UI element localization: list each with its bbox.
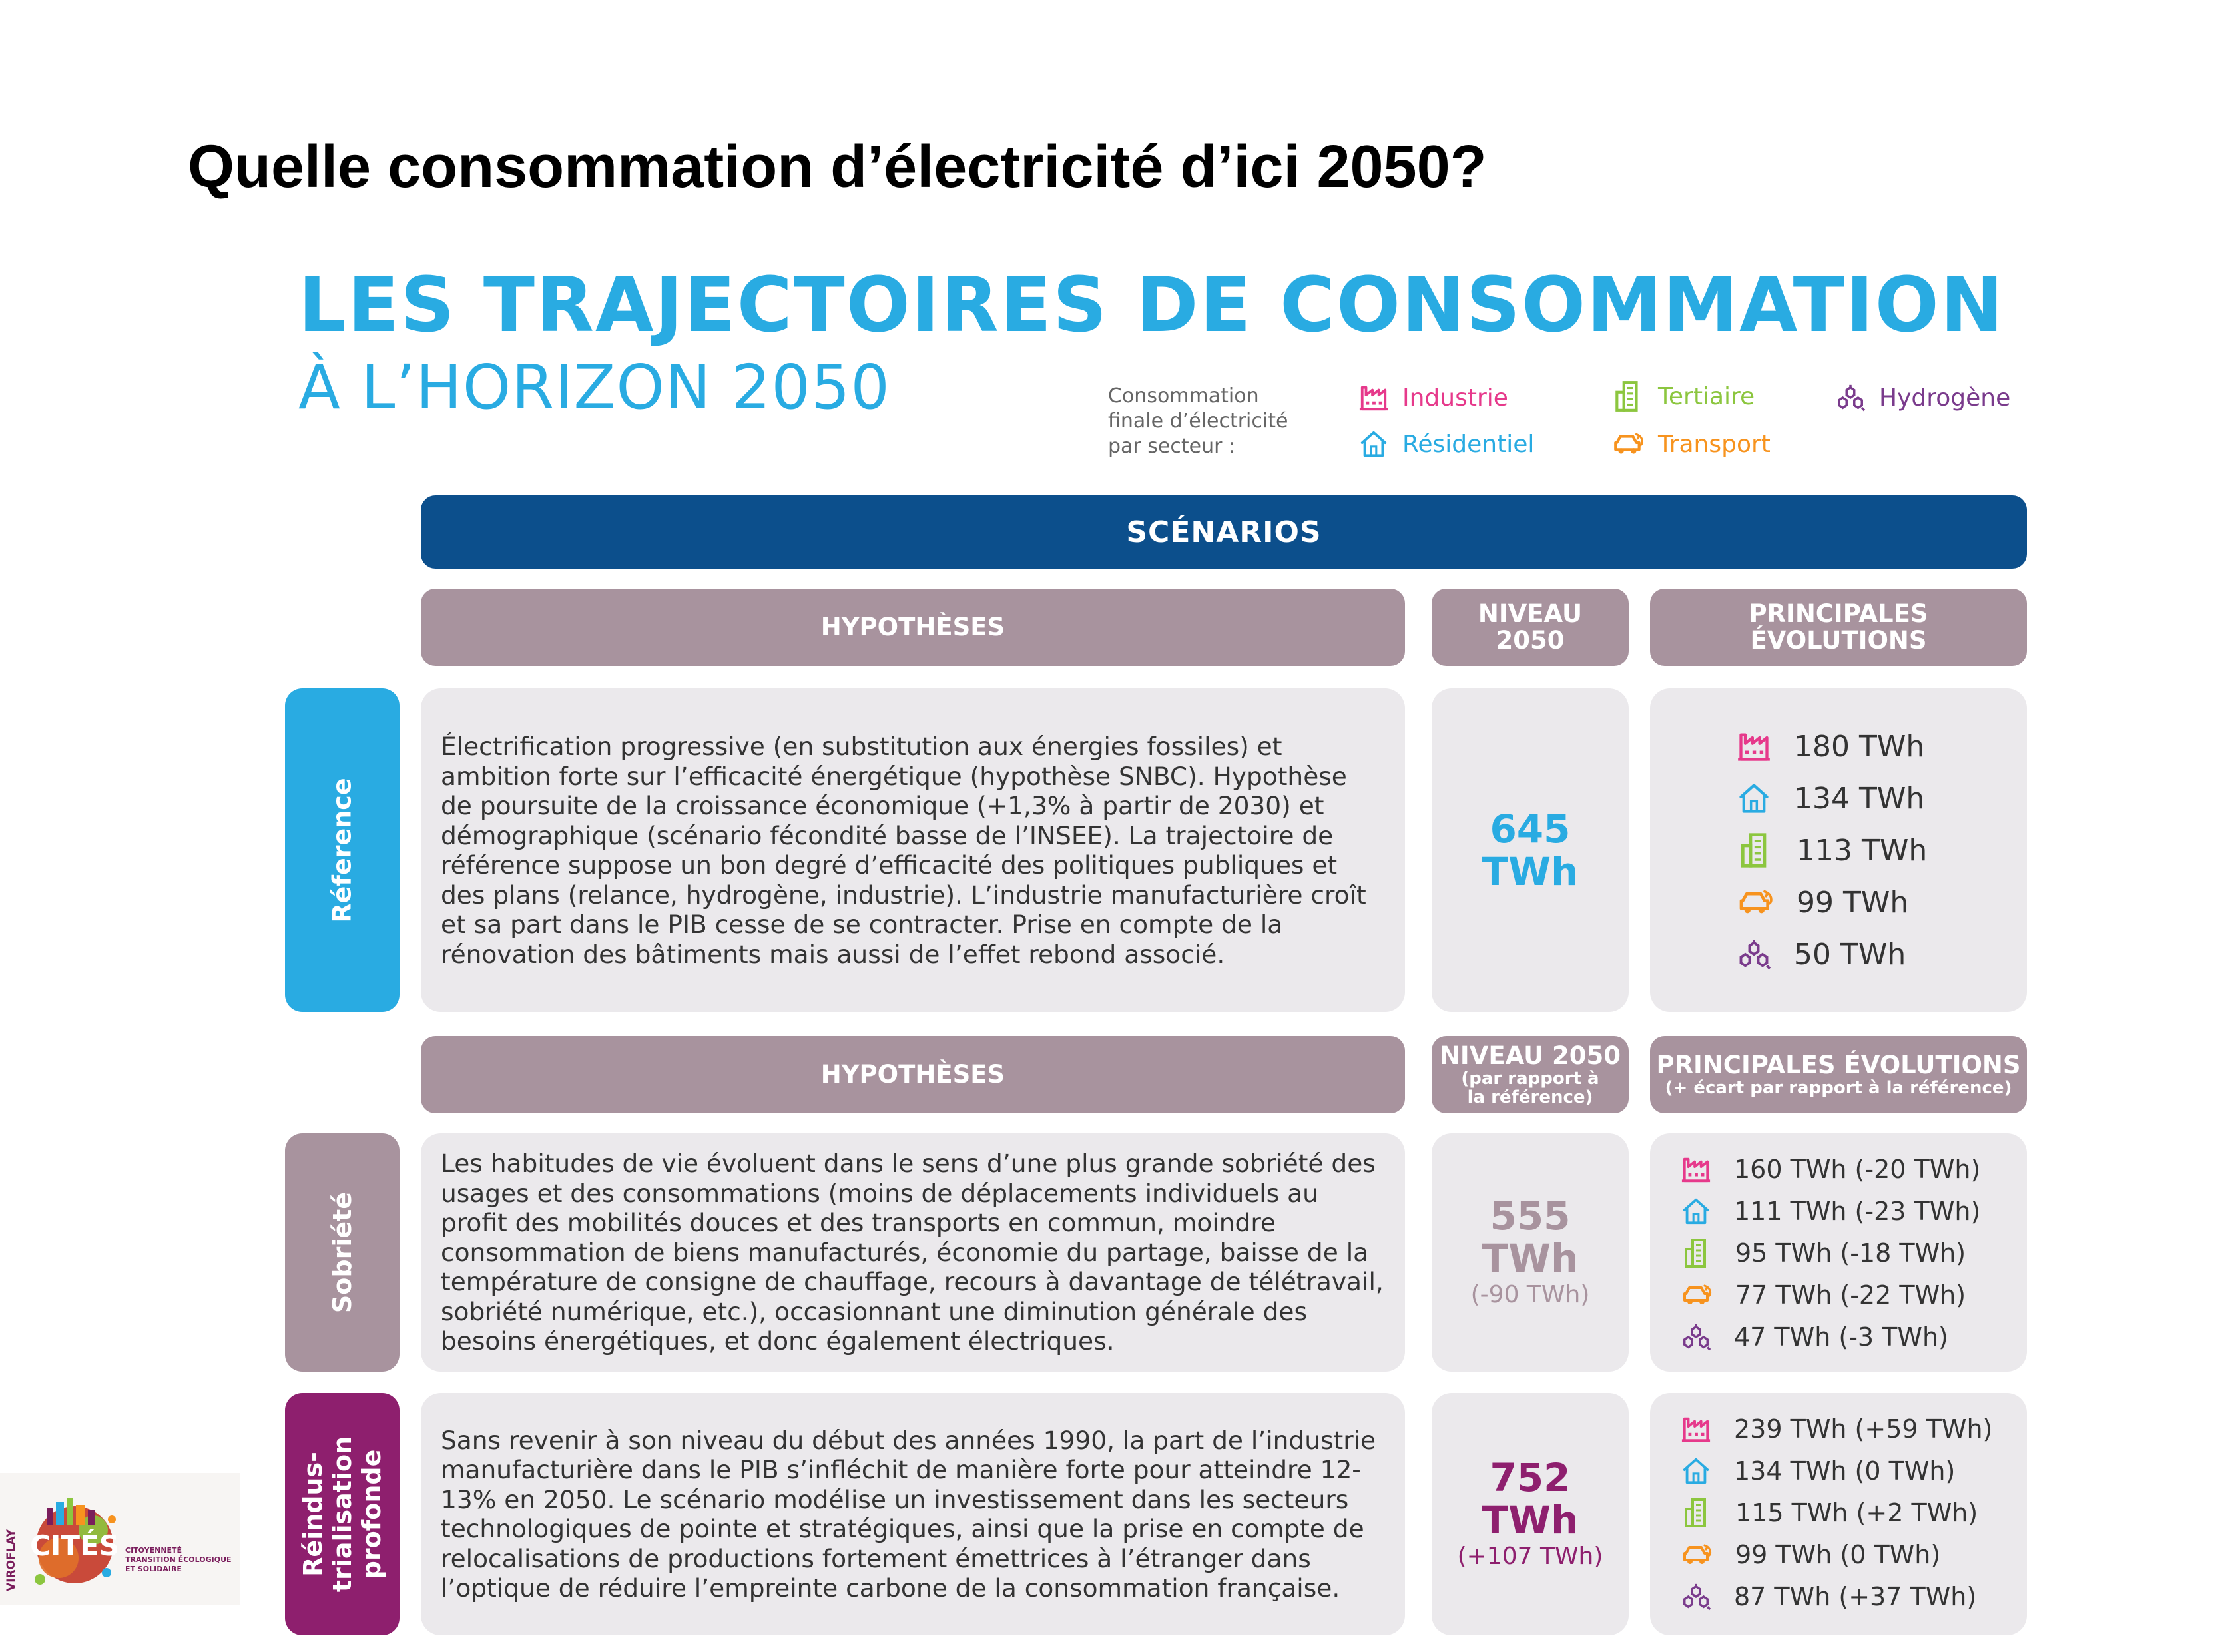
factory-icon [1681, 1414, 1711, 1444]
infographic-title: LES TRAJECTOIRES DE CONSOMMATION [298, 261, 2005, 349]
evolution-row-industrie: 239 TWh (+59 TWh) [1681, 1413, 1992, 1444]
evolution-row-industrie: 160 TWh (-20 TWh) [1681, 1153, 1980, 1185]
building-icon [1737, 832, 1774, 869]
hydrogen-molecule-icon [1681, 1581, 1711, 1612]
hypotheses-header-alt: HYPOTHÈSES [421, 1036, 1405, 1113]
evolutions-list: 160 TWh (-20 TWh) 111 TWh (-23 TWh) 95 T… [1681, 1153, 1980, 1352]
car-plug-icon [1681, 1279, 1713, 1311]
house-icon [1737, 781, 1771, 816]
legend-item-transport: Transport [1611, 427, 1771, 461]
evolution-row-hydrogene: 47 TWh (-3 TWh) [1681, 1321, 1980, 1352]
legend-item-residentiel: Résidentiel [1358, 429, 1534, 459]
house-icon [1358, 429, 1389, 459]
evolutions-card-reindustrialisation: 239 TWh (+59 TWh) 134 TWh (0 TWh) 115 TW… [1650, 1393, 2027, 1635]
evolution-row-transport: 99 TWh (0 TWh) [1681, 1539, 1992, 1570]
level-card-reference: 645 TWh [1432, 688, 1629, 1012]
hypothesis-card-reindustrialisation: Sans revenir à son niveau du début des a… [421, 1393, 1405, 1635]
factory-icon [1681, 1154, 1711, 1185]
hydrogen-molecule-icon [1737, 937, 1771, 971]
legend-item-industrie: Industrie [1358, 382, 1508, 413]
cites-logo-graphic: VIROFLAY CITÉS CITOYENNETÉ TRANSITION ÉC… [5, 1498, 232, 1591]
evolution-row-tertiaire: 113 TWh [1737, 832, 1927, 868]
evolution-row-residentiel: 134 TWh [1737, 780, 1927, 816]
hypothesis-text: Les habitudes de vie évoluent dans le se… [441, 1149, 1384, 1356]
evolution-row-transport: 99 TWh [1737, 884, 1927, 920]
scenario-label-reference: Réference [285, 688, 400, 1012]
level-2050-header: NIVEAU 2050 [1432, 589, 1629, 666]
evolution-row-tertiaire: 115 TWh (+2 TWh) [1681, 1497, 1992, 1528]
level-delta: (+107 TWh) [1457, 1543, 1603, 1570]
house-icon [1681, 1456, 1711, 1486]
evolutions-header-alt: PRINCIPALES ÉVOLUTIONS (+ écart par rapp… [1650, 1036, 2027, 1113]
building-icon [1681, 1237, 1713, 1269]
evolutions-list: 239 TWh (+59 TWh) 134 TWh (0 TWh) 115 TW… [1681, 1413, 1992, 1612]
svg-text:CITÉS: CITÉS [30, 1529, 119, 1562]
svg-text:TRANSITION ÉCOLOGIQUE: TRANSITION ÉCOLOGIQUE [125, 1555, 232, 1564]
level-value: 645 [1490, 806, 1571, 852]
level-unit: TWh [1482, 1236, 1579, 1281]
hydrogen-molecule-icon [1681, 1322, 1711, 1352]
level-2050-header-alt: NIVEAU 2050 (par rapport à la référence) [1432, 1036, 1629, 1113]
legend-caption: Consommation finale d’électricité par se… [1108, 384, 1288, 458]
svg-text:CITOYENNETÉ: CITOYENNETÉ [125, 1546, 182, 1555]
building-icon [1611, 380, 1645, 413]
evolution-row-hydrogene: 87 TWh (+37 TWh) [1681, 1581, 1992, 1612]
scenarios-header-bar: SCÉNARIOS [421, 495, 2027, 569]
level-unit: TWh [1482, 1498, 1579, 1543]
evolutions-list: 180 TWh 134 TWh 113 TWh 99 TWh 50 TWh [1737, 728, 1927, 972]
evolutions-header: PRINCIPALES ÉVOLUTIONS [1650, 589, 2027, 666]
evolution-row-residentiel: 134 TWh (0 TWh) [1681, 1455, 1992, 1486]
evolution-row-transport: 77 TWh (-22 TWh) [1681, 1279, 1980, 1310]
hydrogen-molecule-icon [1835, 382, 1866, 413]
svg-text:VIROFLAY: VIROFLAY [5, 1529, 18, 1591]
car-plug-icon [1737, 884, 1774, 921]
factory-icon [1358, 382, 1389, 413]
house-icon [1681, 1196, 1711, 1227]
level-card-sobriete: 555 TWh (-90 TWh) [1432, 1133, 1629, 1372]
infographic-subtitle: À L’HORIZON 2050 [298, 352, 890, 423]
cites-logo: VIROFLAY CITÉS CITOYENNETÉ TRANSITION ÉC… [0, 1473, 240, 1605]
building-icon [1681, 1497, 1713, 1529]
car-plug-icon [1611, 427, 1645, 461]
hypothesis-card-reference: Électrification progressive (en substitu… [421, 688, 1405, 1012]
level-unit: TWh [1482, 849, 1579, 894]
legend-item-hydrogene: Hydrogène [1835, 382, 2010, 413]
hypothesis-text: Sans revenir à son niveau du début des a… [441, 1425, 1376, 1603]
level-value: 555 [1490, 1193, 1571, 1239]
car-plug-icon [1681, 1539, 1713, 1571]
evolution-row-residentiel: 111 TWh (-23 TWh) [1681, 1195, 1980, 1227]
level-delta: (-90 TWh) [1470, 1281, 1590, 1308]
hypotheses-header: HYPOTHÈSES [421, 589, 1405, 666]
hypothesis-text: Électrification progressive (en substitu… [441, 732, 1366, 969]
level-card-reindustrialisation: 752 TWh (+107 TWh) [1432, 1393, 1629, 1635]
evolutions-card-reference: 180 TWh 134 TWh 113 TWh 99 TWh 50 TWh [1650, 688, 2027, 1012]
evolution-row-hydrogene: 50 TWh [1737, 936, 1927, 972]
evolution-row-industrie: 180 TWh [1737, 728, 1927, 764]
scenario-label-sobriete: Sobriété [285, 1133, 400, 1372]
evolutions-card-sobriete: 160 TWh (-20 TWh) 111 TWh (-23 TWh) 95 T… [1650, 1133, 2027, 1372]
evolution-row-tertiaire: 95 TWh (-18 TWh) [1681, 1237, 1980, 1268]
hypothesis-card-sobriete: Les habitudes de vie évoluent dans le se… [421, 1133, 1405, 1372]
slide-title: Quelle consommation d’électricité d’ici … [188, 134, 1487, 200]
legend-item-tertiaire: Tertiaire [1611, 380, 1755, 413]
level-value: 752 [1490, 1455, 1571, 1500]
scenario-label-reindustrialisation: Réindus- trialisation profonde [285, 1393, 400, 1635]
factory-icon [1737, 729, 1771, 764]
svg-text:ET SOLIDAIRE: ET SOLIDAIRE [125, 1565, 182, 1573]
